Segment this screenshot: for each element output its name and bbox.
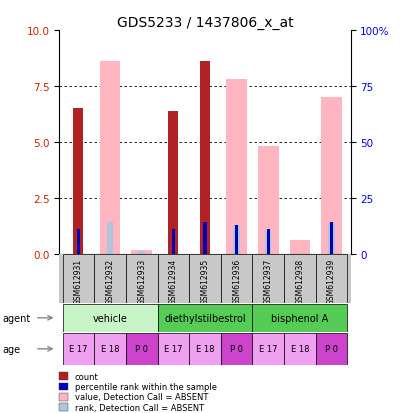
Bar bbox=[315, 254, 346, 304]
Text: GSM612932: GSM612932 bbox=[106, 258, 114, 304]
Bar bbox=[283, 254, 315, 304]
Text: E 17: E 17 bbox=[258, 344, 277, 354]
Text: GSM612931: GSM612931 bbox=[74, 258, 83, 304]
Bar bbox=[73, 109, 83, 254]
Title: GDS5233 / 1437806_x_at: GDS5233 / 1437806_x_at bbox=[117, 16, 292, 30]
Text: GSM612934: GSM612934 bbox=[169, 258, 178, 304]
Bar bbox=[94, 254, 126, 304]
Text: GSM612938: GSM612938 bbox=[295, 258, 303, 304]
Text: P 0: P 0 bbox=[229, 344, 243, 354]
Text: bisphenol A: bisphenol A bbox=[271, 313, 328, 323]
Text: count: count bbox=[74, 372, 98, 381]
Bar bbox=[233, 225, 239, 254]
Text: age: age bbox=[2, 344, 20, 354]
Bar bbox=[63, 304, 157, 332]
Text: GSM612935: GSM612935 bbox=[200, 258, 209, 304]
Bar bbox=[266, 230, 269, 254]
Bar bbox=[138, 252, 144, 254]
Bar bbox=[189, 333, 220, 365]
Text: P 0: P 0 bbox=[135, 344, 148, 354]
Bar bbox=[203, 223, 206, 254]
Bar bbox=[289, 241, 310, 254]
Bar bbox=[283, 333, 315, 365]
Bar bbox=[257, 147, 278, 254]
Bar bbox=[126, 333, 157, 365]
Bar bbox=[234, 225, 238, 254]
Text: E 17: E 17 bbox=[164, 344, 182, 354]
Bar bbox=[200, 62, 209, 254]
Bar bbox=[252, 304, 346, 332]
Bar bbox=[328, 224, 334, 254]
Bar bbox=[94, 333, 126, 365]
Bar bbox=[157, 254, 189, 304]
Text: vehicle: vehicle bbox=[92, 313, 127, 323]
Text: E 17: E 17 bbox=[69, 344, 88, 354]
Text: GSM612936: GSM612936 bbox=[231, 258, 240, 304]
Bar bbox=[220, 333, 252, 365]
Bar bbox=[329, 223, 333, 254]
Bar bbox=[265, 230, 271, 254]
Bar bbox=[63, 333, 94, 365]
Text: GSM612933: GSM612933 bbox=[137, 258, 146, 304]
Bar bbox=[226, 80, 246, 254]
Text: agent: agent bbox=[2, 313, 30, 323]
Bar bbox=[252, 333, 283, 365]
Text: E 18: E 18 bbox=[290, 344, 308, 354]
Bar bbox=[171, 230, 175, 254]
Text: value, Detection Call = ABSENT: value, Detection Call = ABSENT bbox=[74, 392, 207, 401]
Bar bbox=[157, 304, 252, 332]
Bar bbox=[220, 254, 252, 304]
Text: GSM612937: GSM612937 bbox=[263, 258, 272, 304]
Bar bbox=[99, 62, 120, 254]
Bar bbox=[321, 98, 341, 254]
Bar bbox=[107, 223, 113, 254]
Text: rank, Detection Call = ABSENT: rank, Detection Call = ABSENT bbox=[74, 403, 203, 412]
Bar bbox=[126, 254, 157, 304]
Text: percentile rank within the sample: percentile rank within the sample bbox=[74, 382, 216, 391]
Text: E 18: E 18 bbox=[195, 344, 214, 354]
Bar bbox=[189, 254, 220, 304]
Bar bbox=[252, 254, 283, 304]
Bar bbox=[315, 333, 346, 365]
Text: P 0: P 0 bbox=[324, 344, 337, 354]
Text: GSM612939: GSM612939 bbox=[326, 258, 335, 304]
Bar bbox=[131, 251, 152, 254]
Bar bbox=[168, 111, 178, 254]
Text: E 18: E 18 bbox=[101, 344, 119, 354]
Bar bbox=[63, 254, 94, 304]
Text: diethylstilbestrol: diethylstilbestrol bbox=[164, 313, 245, 323]
Bar bbox=[157, 333, 189, 365]
Bar bbox=[76, 230, 80, 254]
